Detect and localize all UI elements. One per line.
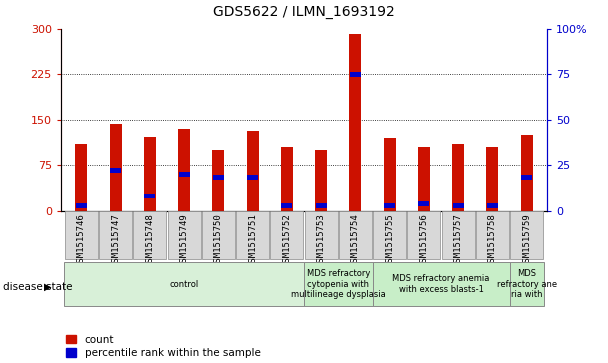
Text: GSM1515756: GSM1515756 (420, 213, 429, 267)
Bar (453, 203, 463, 208)
Text: GSM1515759: GSM1515759 (522, 213, 531, 267)
Bar (213, 175, 224, 180)
FancyBboxPatch shape (441, 211, 475, 259)
FancyBboxPatch shape (133, 211, 167, 259)
Bar (521, 175, 532, 180)
Text: GSM1515748: GSM1515748 (145, 213, 154, 267)
Text: GSM1515751: GSM1515751 (248, 213, 257, 267)
Text: control: control (170, 280, 199, 289)
Bar (76, 203, 87, 208)
FancyBboxPatch shape (202, 211, 235, 259)
Bar (281, 147, 293, 211)
Bar (418, 201, 429, 206)
Text: GSM1515753: GSM1515753 (317, 213, 326, 267)
Bar (418, 147, 430, 211)
FancyBboxPatch shape (64, 262, 304, 306)
FancyBboxPatch shape (373, 211, 406, 259)
FancyBboxPatch shape (373, 262, 510, 306)
Text: GSM1515749: GSM1515749 (179, 213, 188, 267)
Bar (315, 150, 327, 211)
Legend: count, percentile rank within the sample: count, percentile rank within the sample (66, 335, 261, 358)
FancyBboxPatch shape (304, 262, 373, 306)
Text: GSM1515757: GSM1515757 (454, 213, 463, 267)
Text: GDS5622 / ILMN_1693192: GDS5622 / ILMN_1693192 (213, 5, 395, 20)
FancyBboxPatch shape (510, 211, 543, 259)
Text: disease state: disease state (3, 282, 72, 292)
FancyBboxPatch shape (168, 211, 201, 259)
Bar (384, 138, 396, 211)
Text: GSM1515746: GSM1515746 (77, 213, 86, 267)
Bar (520, 135, 533, 211)
FancyBboxPatch shape (65, 211, 98, 259)
Text: GSM1515750: GSM1515750 (214, 213, 223, 267)
Text: GSM1515758: GSM1515758 (488, 213, 497, 267)
Bar (350, 34, 361, 211)
Text: MDS
refractory ane
ria with: MDS refractory ane ria with (497, 269, 557, 299)
Bar (75, 144, 88, 211)
Text: GSM1515747: GSM1515747 (111, 213, 120, 267)
Text: ▶: ▶ (44, 282, 52, 292)
Bar (145, 193, 155, 199)
Bar (316, 203, 326, 208)
FancyBboxPatch shape (407, 211, 440, 259)
FancyBboxPatch shape (476, 211, 509, 259)
Bar (452, 144, 464, 211)
FancyBboxPatch shape (510, 262, 544, 306)
Text: GSM1515752: GSM1515752 (282, 213, 291, 267)
FancyBboxPatch shape (99, 211, 132, 259)
Bar (110, 168, 121, 173)
Bar (247, 175, 258, 180)
Bar (109, 124, 122, 211)
Bar (144, 137, 156, 211)
Bar (179, 172, 190, 177)
Bar (350, 72, 361, 77)
FancyBboxPatch shape (271, 211, 303, 259)
FancyBboxPatch shape (339, 211, 372, 259)
Bar (487, 203, 498, 208)
Bar (384, 203, 395, 208)
Bar (212, 150, 224, 211)
Bar (282, 203, 292, 208)
Text: GSM1515755: GSM1515755 (385, 213, 394, 267)
FancyBboxPatch shape (236, 211, 269, 259)
Text: GSM1515754: GSM1515754 (351, 213, 360, 267)
Bar (247, 131, 258, 211)
Bar (486, 147, 499, 211)
Text: MDS refractory
cytopenia with
multilineage dysplasia: MDS refractory cytopenia with multilinea… (291, 269, 385, 299)
Text: MDS refractory anemia
with excess blasts-1: MDS refractory anemia with excess blasts… (392, 274, 489, 294)
FancyBboxPatch shape (305, 211, 337, 259)
Bar (178, 129, 190, 211)
